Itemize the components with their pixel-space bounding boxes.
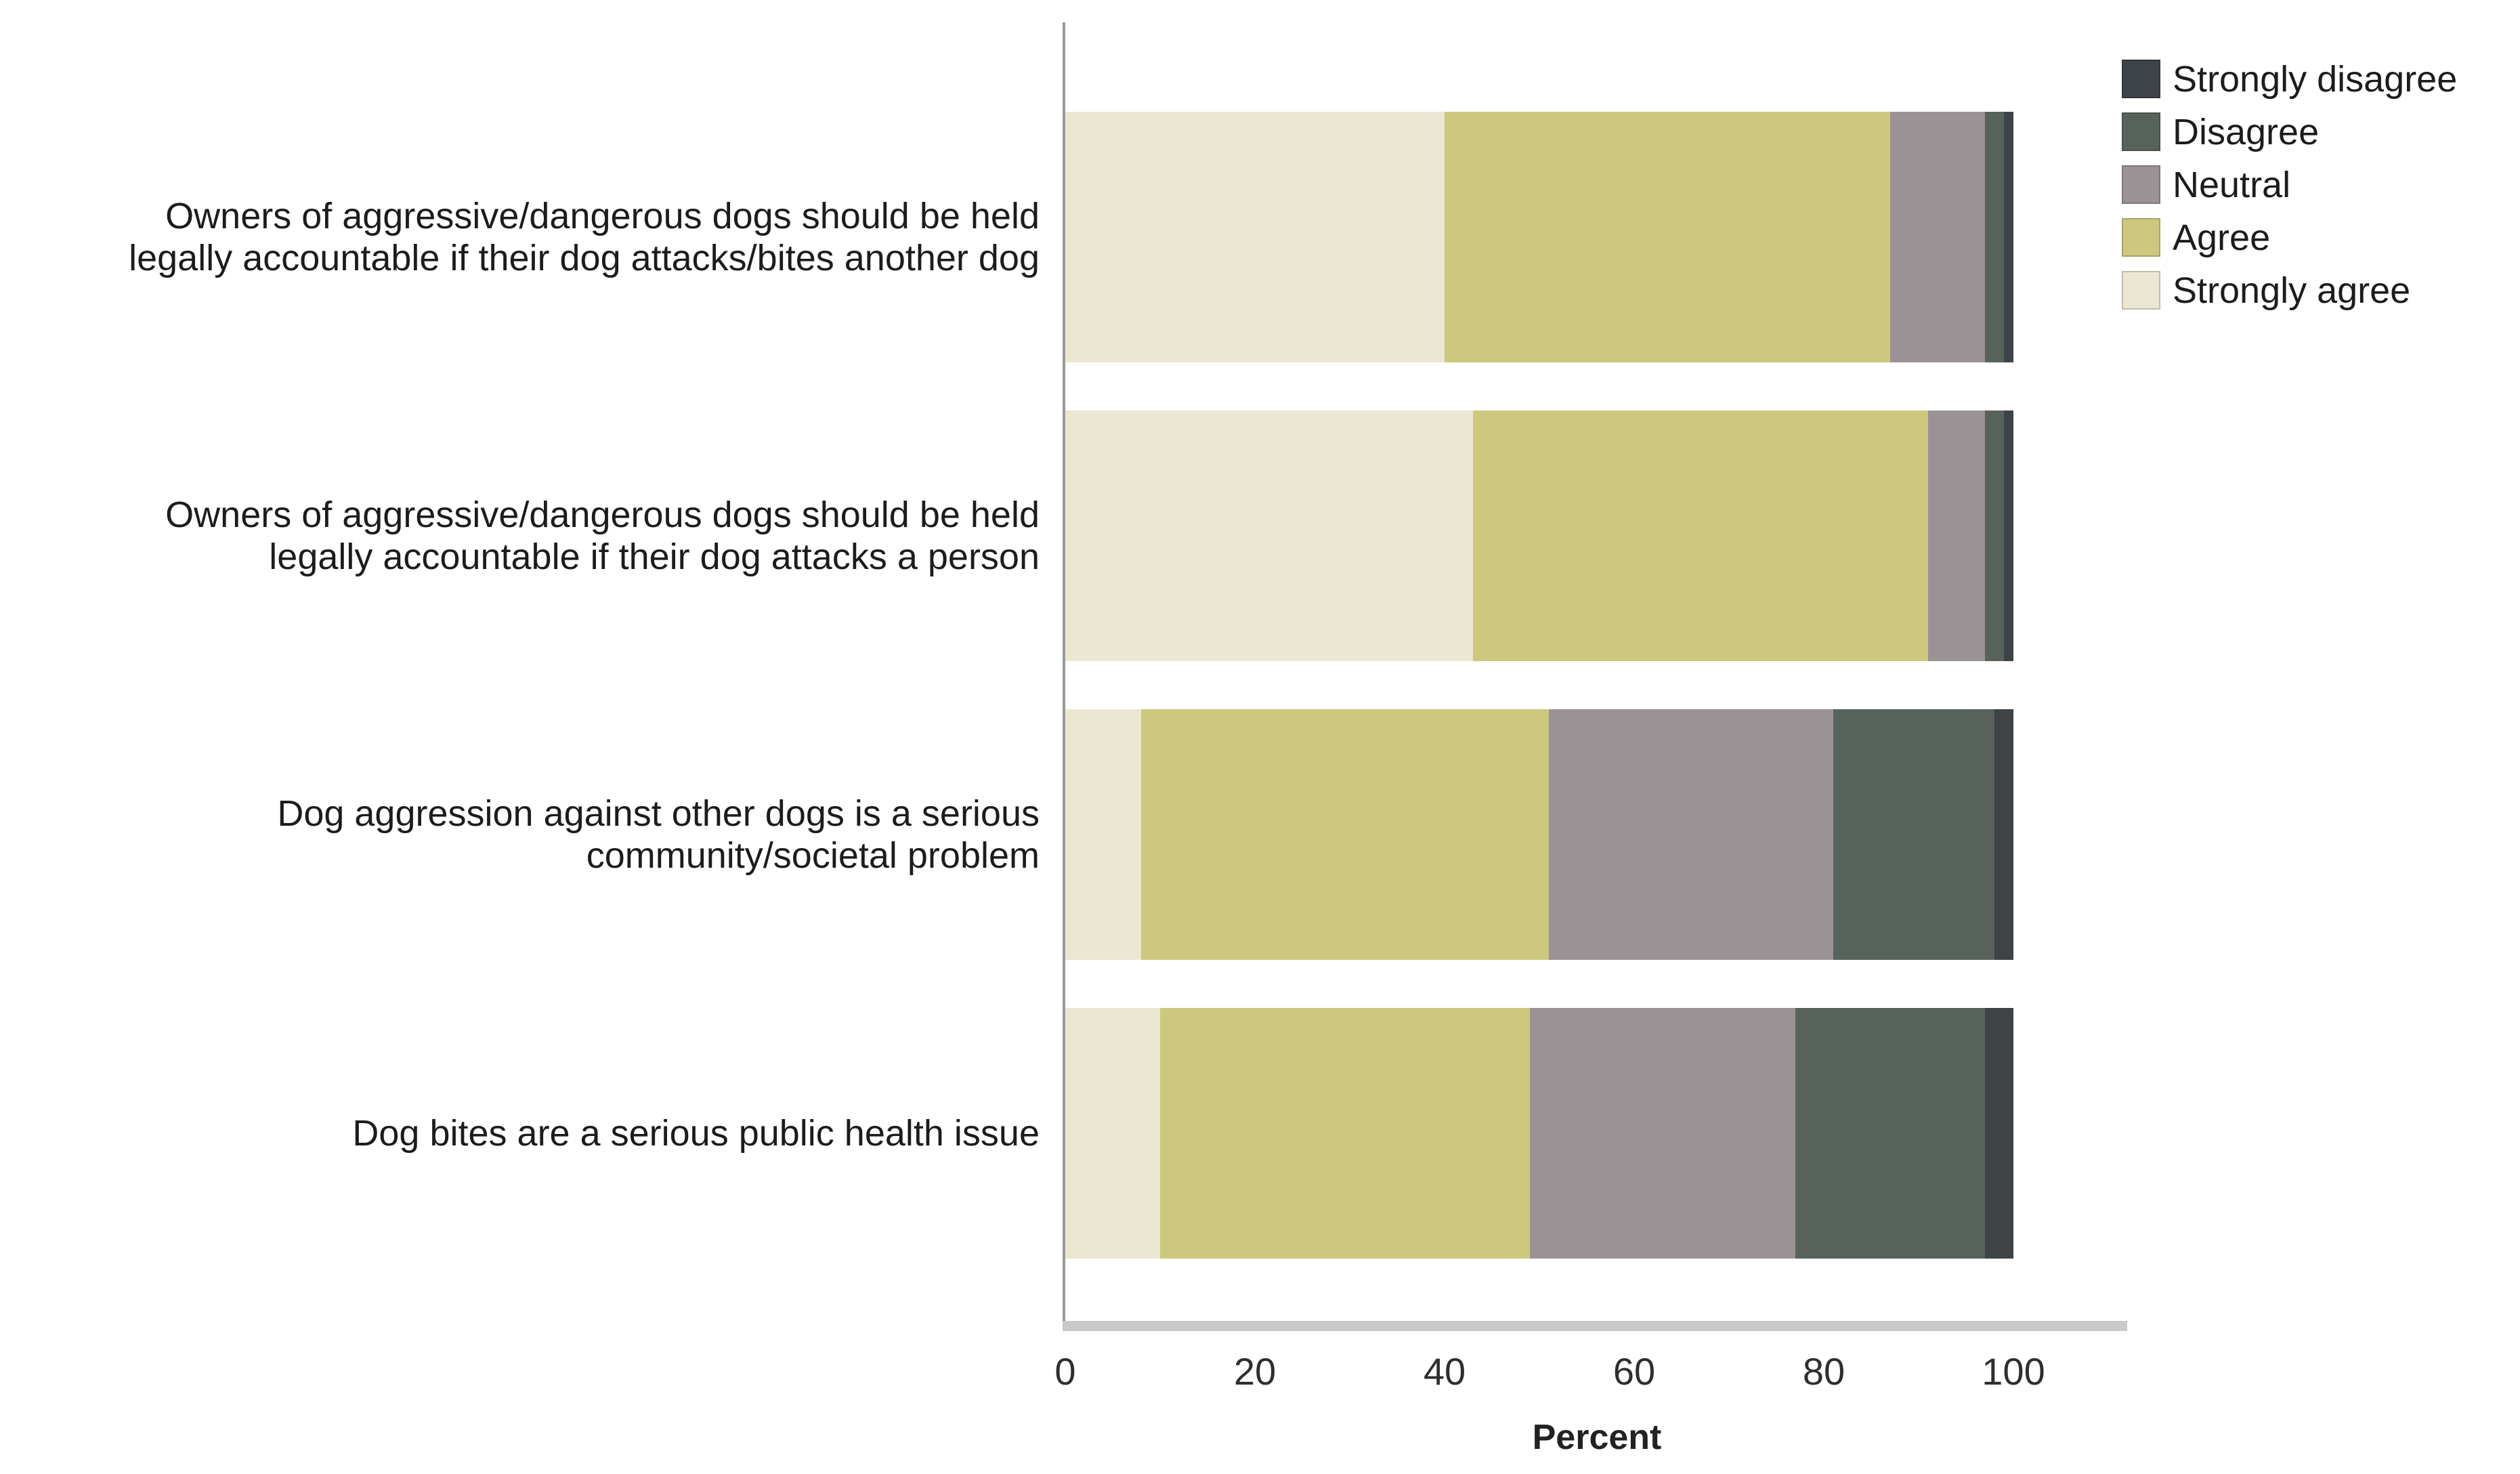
x-tick-label: 100 [1982,1350,2045,1393]
bar-segment [1890,112,1985,362]
bar-segment [2004,112,2013,362]
bar-row [1065,410,2013,661]
bar-segment [1833,709,1994,960]
bar-row [1065,1008,2013,1259]
bar-segment [1985,1008,2013,1259]
legend-swatch [2122,112,2160,151]
legend-label: Neutral [2173,164,2291,205]
x-tick-label: 60 [1613,1350,1656,1393]
legend-label: Strongly disagree [2173,58,2458,100]
legend-label: Strongly agree [2173,270,2411,311]
bar-segment [1065,112,1445,362]
legend-item: Neutral [2122,164,2457,205]
category-label-line: Owners of aggressive/dangerous dogs shou… [165,494,1040,535]
x-tick-label: 0 [1054,1350,1076,1393]
category-label-line: Owners of aggressive/dangerous dogs shou… [165,196,1040,236]
category-label: Dog bites are a serious public health is… [352,1112,1040,1154]
legend: Strongly disagree Disagree Neutral Agree Str… [2122,58,2458,324]
bar-row [1065,709,2013,960]
x-axis-title: Percent [1532,1418,1662,1457]
bar-segment [1985,112,2004,362]
legend-item: Disagree [2122,111,2457,152]
legend-label: Agree [2173,217,2271,258]
bar-segment [1445,112,1890,362]
bar-segment [1160,1008,1530,1259]
legend-item: Strongly disagree [2122,58,2458,100]
category-label: Owners of aggressive/dangerous dogs shou… [129,195,1040,279]
bar-segment [2004,410,2013,661]
category-label-line: community/societal problem [586,835,1040,876]
x-tick-label: 40 [1423,1350,1466,1393]
x-tick-label: 80 [1802,1350,1845,1393]
bar-segment [1549,709,1833,960]
y-axis-line [1063,22,1065,1331]
bar-segment [1994,709,2013,960]
bar-segment [1065,709,1141,960]
legend-swatch [2122,218,2160,257]
category-label-line: legally accountable if their dog attacks… [269,536,1040,577]
bar-row [1065,112,2013,362]
x-axis-line [1063,1321,2127,1331]
bar-segment [1530,1008,1795,1259]
x-tick-label: 20 [1233,1350,1277,1393]
bar-segment [1473,410,1928,661]
bar-segment [1141,709,1549,960]
legend-swatch [2122,60,2160,98]
bar-segment [1928,410,1985,661]
bar-segment [1065,1008,1160,1259]
category-label-line: legally accountable if their dog attacks… [129,238,1040,278]
legend-swatch [2122,271,2160,310]
category-label-line: Dog aggression against other dogs is a s… [277,793,1040,834]
category-label: Owners of aggressive/dangerous dogs shou… [165,494,1040,578]
legend-item: Strongly agree [2122,270,2457,311]
legend-label: Disagree [2173,111,2320,152]
category-label: Dog aggression against other dogs is a s… [277,793,1040,877]
legend-swatch [2122,165,2160,204]
legend-item: Agree [2122,217,2457,258]
bar-segment [1065,410,1473,661]
bar-segment [1985,410,2004,661]
bar-segment [1795,1008,1985,1259]
category-label-line: Dog bites are a serious public health is… [352,1113,1040,1154]
